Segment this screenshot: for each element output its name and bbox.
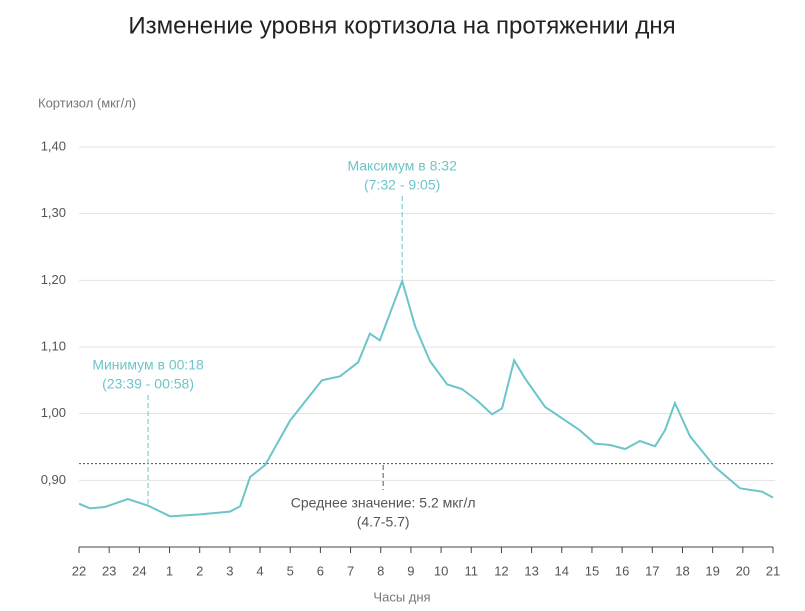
y-tick-label: 1,40 [41, 138, 66, 153]
y-tick-label: 1,20 [41, 272, 66, 287]
x-tick-label: 20 [736, 563, 750, 578]
x-tick-label: 18 [675, 563, 689, 578]
chart-title: Изменение уровня кортизола на протяжении… [128, 12, 675, 39]
x-tick-label: 9 [407, 563, 414, 578]
x-axis-label: Часы дня [373, 589, 430, 604]
y-axis-label: Кортизол (мкг/л) [38, 95, 136, 110]
x-tick-label: 6 [317, 563, 324, 578]
x-tick-label: 8 [377, 563, 384, 578]
y-tick-label: 1,10 [41, 338, 66, 353]
annotation-text: (4.7-5.7) [357, 514, 410, 530]
annotation-text: Среднее значение: 5.2 мкг/л [291, 495, 476, 511]
x-tick-label: 14 [555, 563, 569, 578]
data-line [78, 277, 774, 518]
x-tick-label: 21 [766, 563, 780, 578]
x-tick-label: 16 [615, 563, 629, 578]
x-tick-label: 23 [102, 563, 116, 578]
x-tick-label: 24 [132, 563, 146, 578]
annotation-text: Максимум в 8:32 [347, 158, 457, 174]
annotation-text: (7:32 - 9:05) [364, 177, 440, 193]
annotation-text: (23:39 - 00:58) [102, 376, 194, 392]
x-tick-label: 15 [585, 563, 599, 578]
x-tick-label: 11 [465, 563, 479, 578]
x-tick-label: 13 [524, 563, 538, 578]
x-tick-label: 22 [72, 563, 86, 578]
annotation-text: Минимум в 00:18 [92, 357, 204, 373]
y-tick-label: 1,00 [41, 405, 66, 420]
x-tick-label: 1 [166, 563, 173, 578]
x-tick-label: 12 [494, 563, 508, 578]
x-tick-label: 10 [434, 563, 448, 578]
x-tick-label: 17 [645, 563, 659, 578]
x-tick-label: 19 [705, 563, 719, 578]
x-tick-label: 3 [226, 563, 233, 578]
y-tick-label: 1,30 [41, 205, 66, 220]
x-tick-label: 2 [196, 563, 203, 578]
x-tick-label: 7 [347, 563, 354, 578]
y-tick-label: 0,90 [41, 472, 66, 487]
x-tick-label: 5 [287, 563, 294, 578]
x-tick-label: 4 [256, 563, 263, 578]
